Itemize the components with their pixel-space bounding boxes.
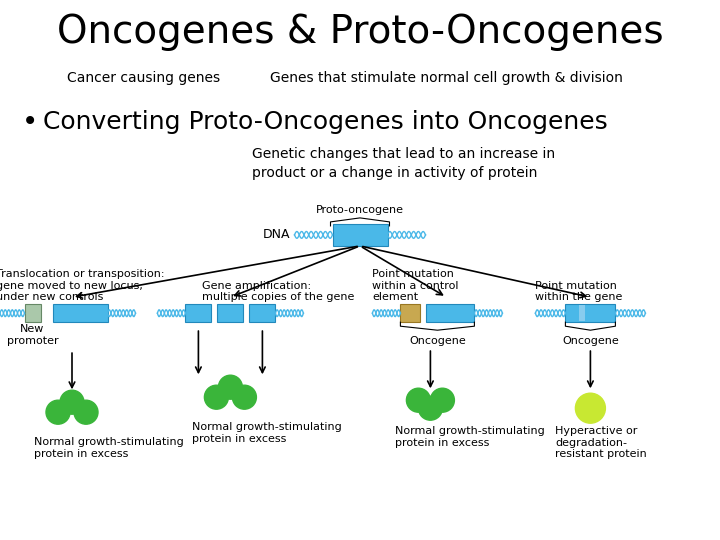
Circle shape bbox=[233, 385, 256, 409]
Text: Normal growth-stimulating
protein in excess: Normal growth-stimulating protein in exc… bbox=[192, 422, 342, 444]
FancyBboxPatch shape bbox=[580, 305, 585, 321]
Circle shape bbox=[204, 385, 228, 409]
Text: Hyperactive or
degradation-
resistant protein: Hyperactive or degradation- resistant pr… bbox=[555, 426, 647, 460]
Text: Oncogene: Oncogene bbox=[409, 336, 466, 346]
Text: Genes that stimulate normal cell growth & division: Genes that stimulate normal cell growth … bbox=[270, 71, 623, 85]
FancyBboxPatch shape bbox=[333, 224, 387, 246]
FancyBboxPatch shape bbox=[24, 304, 40, 322]
FancyBboxPatch shape bbox=[53, 304, 107, 322]
Circle shape bbox=[60, 390, 84, 414]
Circle shape bbox=[575, 393, 606, 423]
Text: Normal growth-stimulating
protein in excess: Normal growth-stimulating protein in exc… bbox=[395, 426, 545, 448]
Text: Translocation or transposition:
gene moved to new locus,
under new controls: Translocation or transposition: gene mov… bbox=[0, 269, 165, 302]
Circle shape bbox=[418, 396, 442, 420]
FancyBboxPatch shape bbox=[217, 304, 243, 322]
Text: •: • bbox=[22, 107, 38, 136]
FancyBboxPatch shape bbox=[565, 304, 616, 322]
Text: Point mutation
within the gene: Point mutation within the gene bbox=[536, 281, 623, 302]
Circle shape bbox=[46, 400, 70, 424]
Circle shape bbox=[406, 388, 431, 412]
FancyBboxPatch shape bbox=[426, 304, 474, 322]
Text: Oncogene: Oncogene bbox=[562, 336, 618, 346]
Text: product or a change in activity of protein: product or a change in activity of prote… bbox=[252, 166, 537, 180]
Text: DNA: DNA bbox=[263, 228, 290, 241]
Circle shape bbox=[74, 400, 98, 424]
Text: New
promoter: New promoter bbox=[6, 324, 58, 346]
FancyBboxPatch shape bbox=[249, 304, 275, 322]
Text: Genetic changes that lead to an increase in: Genetic changes that lead to an increase… bbox=[252, 147, 555, 161]
Circle shape bbox=[218, 375, 243, 399]
Text: Proto-oncogene: Proto-oncogene bbox=[316, 205, 404, 215]
Text: Normal growth-stimulating
protein in excess: Normal growth-stimulating protein in exc… bbox=[34, 437, 184, 459]
Text: Gene amplification:
multiple copies of the gene: Gene amplification: multiple copies of t… bbox=[202, 281, 355, 302]
Text: Cancer causing genes: Cancer causing genes bbox=[68, 71, 220, 85]
Text: Converting Proto-Oncogenes into Oncogenes: Converting Proto-Oncogenes into Oncogene… bbox=[43, 110, 608, 133]
FancyBboxPatch shape bbox=[186, 304, 212, 322]
FancyBboxPatch shape bbox=[400, 304, 420, 322]
Text: Point mutation
within a control
element: Point mutation within a control element bbox=[372, 269, 459, 302]
Circle shape bbox=[431, 388, 454, 412]
Text: Oncogenes & Proto-Oncogenes: Oncogenes & Proto-Oncogenes bbox=[57, 14, 663, 51]
